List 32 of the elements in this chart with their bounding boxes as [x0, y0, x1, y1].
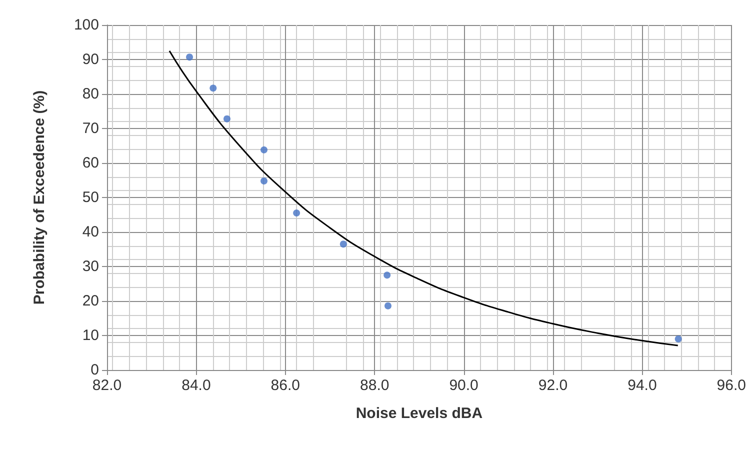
y-tick-label: 60 — [82, 154, 99, 172]
x-tick-label: 92.0 — [538, 377, 568, 394]
y-tick-label: 50 — [82, 189, 99, 206]
x-axis-title: Noise Levels dBA — [356, 405, 483, 422]
point — [260, 146, 268, 154]
y-tick-label: 30 — [82, 258, 99, 275]
point — [384, 302, 392, 310]
y-tick-label: 100 — [74, 16, 99, 34]
point — [260, 177, 268, 184]
point — [186, 54, 194, 61]
x-tick-label: 84.0 — [182, 377, 211, 394]
point — [384, 272, 391, 279]
point — [340, 240, 347, 248]
x-tick-label: 88.0 — [360, 377, 390, 394]
y-tick-label: 20 — [82, 292, 99, 310]
line-series — [168, 50, 679, 346]
y-tick-label: 10 — [82, 327, 99, 344]
x-tick-label: 94.0 — [628, 377, 657, 394]
y-tick-label: 40 — [82, 224, 99, 240]
point — [223, 115, 230, 122]
y-tick-label: 70 — [82, 120, 99, 137]
y-tick-label: 90 — [82, 51, 99, 68]
x-tick-label: 86.0 — [270, 377, 300, 394]
x-tick-label: 96.0 — [716, 377, 746, 394]
point — [210, 84, 217, 92]
y-axis-title: Probability of Exceedence (%) — [31, 90, 48, 305]
point — [674, 335, 682, 342]
point — [293, 210, 300, 217]
x-tick-label: 82.0 — [92, 377, 122, 394]
x-tick-label: 90.0 — [449, 377, 478, 394]
y-tick-label: 80 — [82, 86, 99, 102]
y-tick-label: 0 — [90, 362, 99, 378]
